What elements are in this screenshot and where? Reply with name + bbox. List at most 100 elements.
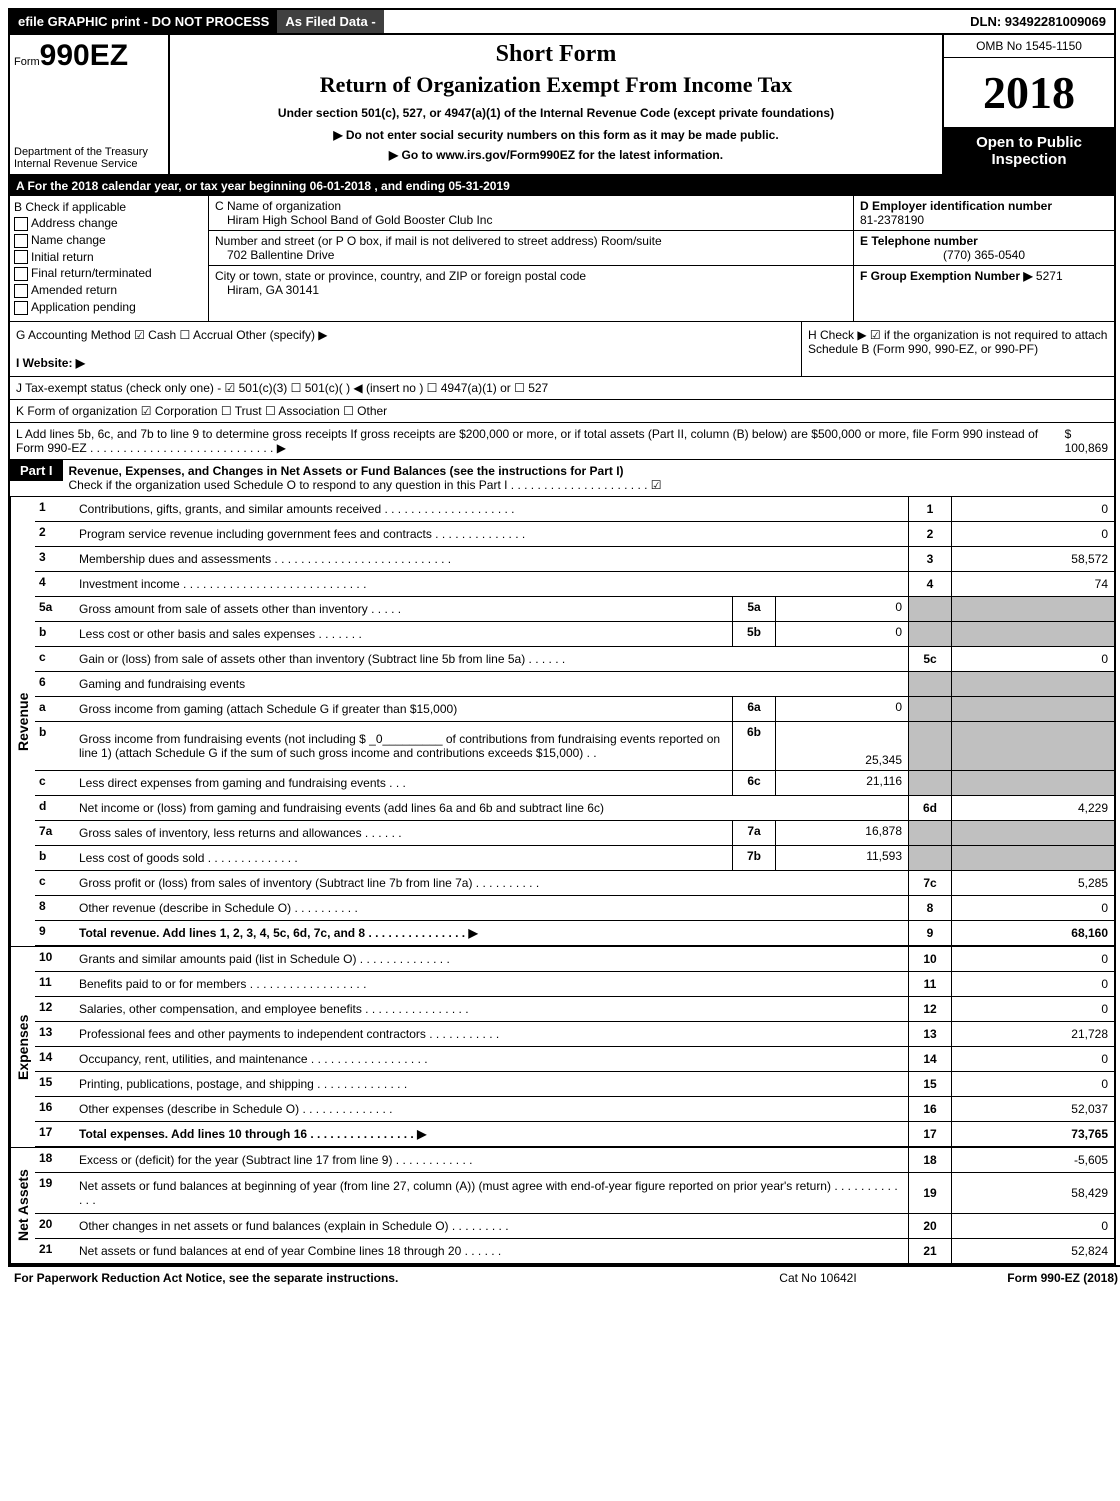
line-9: 9Total revenue. Add lines 1, 2, 3, 4, 5c… — [35, 921, 1114, 946]
row-g: G Accounting Method ☑ Cash ☐ Accrual Oth… — [10, 322, 801, 376]
section-f: F Group Exemption Number ▶ 5271 — [854, 266, 1114, 321]
website-row: I Website: ▶ — [16, 356, 795, 370]
section-c: C Name of organization Hiram High School… — [209, 196, 853, 321]
cat-no: Cat No 10642I — [718, 1271, 918, 1285]
section-b-title: B Check if applicable — [14, 200, 204, 214]
info-grid: B Check if applicable Address change Nam… — [10, 196, 1114, 322]
main-title: Return of Organization Exempt From Incom… — [176, 72, 936, 98]
line-3: 3Membership dues and assessments . . . .… — [35, 547, 1114, 572]
line-16: 16Other expenses (describe in Schedule O… — [35, 1097, 1114, 1122]
line-4: 4Investment income . . . . . . . . . . .… — [35, 572, 1114, 597]
efile-notice: efile GRAPHIC print - DO NOT PROCESS — [10, 10, 277, 33]
ein-value: 81-2378190 — [860, 213, 1108, 227]
ein-label: D Employer identification number — [860, 199, 1108, 213]
omb-number: OMB No 1545-1150 — [944, 35, 1114, 58]
org-name-cell: C Name of organization Hiram High School… — [209, 196, 853, 231]
footer: For Paperwork Reduction Act Notice, see … — [8, 1265, 1120, 1289]
line-1: 1Contributions, gifts, grants, and simil… — [35, 497, 1114, 522]
chk-address-change[interactable]: Address change — [14, 216, 204, 231]
section-b: B Check if applicable Address change Nam… — [10, 196, 209, 321]
header-center: Short Form Return of Organization Exempt… — [170, 35, 942, 174]
line-5b: bLess cost or other basis and sales expe… — [35, 622, 1114, 647]
line-2: 2Program service revenue including gover… — [35, 522, 1114, 547]
goto-link[interactable]: ▶ Go to www.irs.gov/Form990EZ for the la… — [176, 148, 936, 162]
row-h: H Check ▶ ☑ if the organization is not r… — [801, 322, 1114, 376]
part1-title: Revenue, Expenses, and Changes in Net As… — [63, 460, 1114, 496]
line-13: 13Professional fees and other payments t… — [35, 1022, 1114, 1047]
line-17: 17Total expenses. Add lines 10 through 1… — [35, 1122, 1114, 1147]
line-8: 8Other revenue (describe in Schedule O) … — [35, 896, 1114, 921]
netassets-side-label: Net Assets — [10, 1148, 35, 1263]
line-14: 14Occupancy, rent, utilities, and mainte… — [35, 1047, 1114, 1072]
as-filed: As Filed Data - — [277, 10, 383, 33]
line-7a: 7aGross sales of inventory, less returns… — [35, 821, 1114, 846]
row-a-tax-year: A For the 2018 calendar year, or tax yea… — [10, 176, 1114, 196]
header-right: OMB No 1545-1150 2018 Open to Public Ins… — [942, 35, 1114, 174]
tel-value: (770) 365-0540 — [860, 248, 1108, 262]
org-addr: 702 Ballentine Drive — [215, 248, 847, 262]
chk-application-pending[interactable]: Application pending — [14, 300, 204, 315]
row-j: J Tax-exempt status (check only one) - ☑… — [10, 377, 1114, 400]
line-6: 6Gaming and fundraising events — [35, 672, 1114, 697]
line-6a: aGross income from gaming (attach Schedu… — [35, 697, 1114, 722]
line-6b: bGross income from fundraising events (n… — [35, 722, 1114, 771]
row-k: K Form of organization ☑ Corporation ☐ T… — [10, 400, 1114, 423]
row-l-text: L Add lines 5b, 6c, and 7b to line 9 to … — [16, 427, 1061, 455]
revenue-section: Revenue 1Contributions, gifts, grants, a… — [10, 497, 1114, 946]
org-name-label: C Name of organization — [215, 199, 847, 213]
header-left: Form990EZ Department of the Treasury Int… — [10, 35, 170, 174]
form-990ez: efile GRAPHIC print - DO NOT PROCESS As … — [8, 8, 1116, 1265]
part1-label: Part I — [10, 460, 63, 481]
row-gh: G Accounting Method ☑ Cash ☐ Accrual Oth… — [10, 322, 1114, 377]
org-name: Hiram High School Band of Gold Booster C… — [215, 213, 847, 227]
header: Form990EZ Department of the Treasury Int… — [10, 35, 1114, 176]
right-info-col: D Employer identification number 81-2378… — [853, 196, 1114, 321]
city-label: City or town, state or province, country… — [215, 269, 847, 283]
tel-label: E Telephone number — [860, 234, 1108, 248]
org-city-cell: City or town, state or province, country… — [209, 266, 853, 300]
accounting-method: G Accounting Method ☑ Cash ☐ Accrual Oth… — [16, 328, 795, 342]
department: Department of the Treasury Internal Reve… — [14, 146, 164, 170]
expenses-side-label: Expenses — [10, 947, 35, 1147]
line-15: 15Printing, publications, postage, and s… — [35, 1072, 1114, 1097]
line-7b: bLess cost of goods sold . . . . . . . .… — [35, 846, 1114, 871]
row-l: L Add lines 5b, 6c, and 7b to line 9 to … — [10, 423, 1114, 460]
section-e: E Telephone number (770) 365-0540 — [854, 231, 1114, 266]
line-7c: cGross profit or (loss) from sales of in… — [35, 871, 1114, 896]
group-exempt-label: F Group Exemption Number ▶ — [860, 269, 1033, 283]
revenue-side-label: Revenue — [10, 497, 35, 946]
paperwork-notice: For Paperwork Reduction Act Notice, see … — [14, 1271, 718, 1285]
tax-year: 2018 — [944, 58, 1114, 128]
part1-header-row: Part I Revenue, Expenses, and Changes in… — [10, 460, 1114, 497]
form-footer-id: Form 990-EZ (2018) — [918, 1271, 1118, 1285]
open-to-public: Open to Public Inspection — [944, 128, 1114, 174]
line-19: 19Net assets or fund balances at beginni… — [35, 1173, 1114, 1214]
chk-initial-return[interactable]: Initial return — [14, 250, 204, 265]
line-10: 10Grants and similar amounts paid (list … — [35, 947, 1114, 972]
row-l-amount: $ 100,869 — [1065, 427, 1108, 455]
top-bar: efile GRAPHIC print - DO NOT PROCESS As … — [10, 10, 1114, 35]
chk-amended-return[interactable]: Amended return — [14, 283, 204, 298]
no-ssn-notice: ▶ Do not enter social security numbers o… — [176, 128, 936, 142]
addr-label: Number and street (or P O box, if mail i… — [215, 234, 847, 248]
group-exempt-value: 5271 — [1036, 269, 1063, 283]
line-6c: cLess direct expenses from gaming and fu… — [35, 771, 1114, 796]
line-20: 20Other changes in net assets or fund ba… — [35, 1214, 1114, 1239]
line-18: 18Excess or (deficit) for the year (Subt… — [35, 1148, 1114, 1173]
org-addr-cell: Number and street (or P O box, if mail i… — [209, 231, 853, 266]
line-21: 21Net assets or fund balances at end of … — [35, 1239, 1114, 1263]
line-12: 12Salaries, other compensation, and empl… — [35, 997, 1114, 1022]
line-5c: cGain or (loss) from sale of assets othe… — [35, 647, 1114, 672]
line-11: 11Benefits paid to or for members . . . … — [35, 972, 1114, 997]
chk-name-change[interactable]: Name change — [14, 233, 204, 248]
org-city: Hiram, GA 30141 — [215, 283, 847, 297]
part1-sub: Check if the organization used Schedule … — [69, 478, 662, 492]
chk-final-return[interactable]: Final return/terminated — [14, 266, 204, 281]
under-section: Under section 501(c), 527, or 4947(a)(1)… — [176, 106, 936, 120]
line-5a: 5aGross amount from sale of assets other… — [35, 597, 1114, 622]
expenses-section: Expenses 10Grants and similar amounts pa… — [10, 946, 1114, 1147]
form-number: Form990EZ — [14, 39, 164, 73]
short-form-title: Short Form — [176, 41, 936, 68]
section-d: D Employer identification number 81-2378… — [854, 196, 1114, 231]
netassets-section: Net Assets 18Excess or (deficit) for the… — [10, 1147, 1114, 1263]
